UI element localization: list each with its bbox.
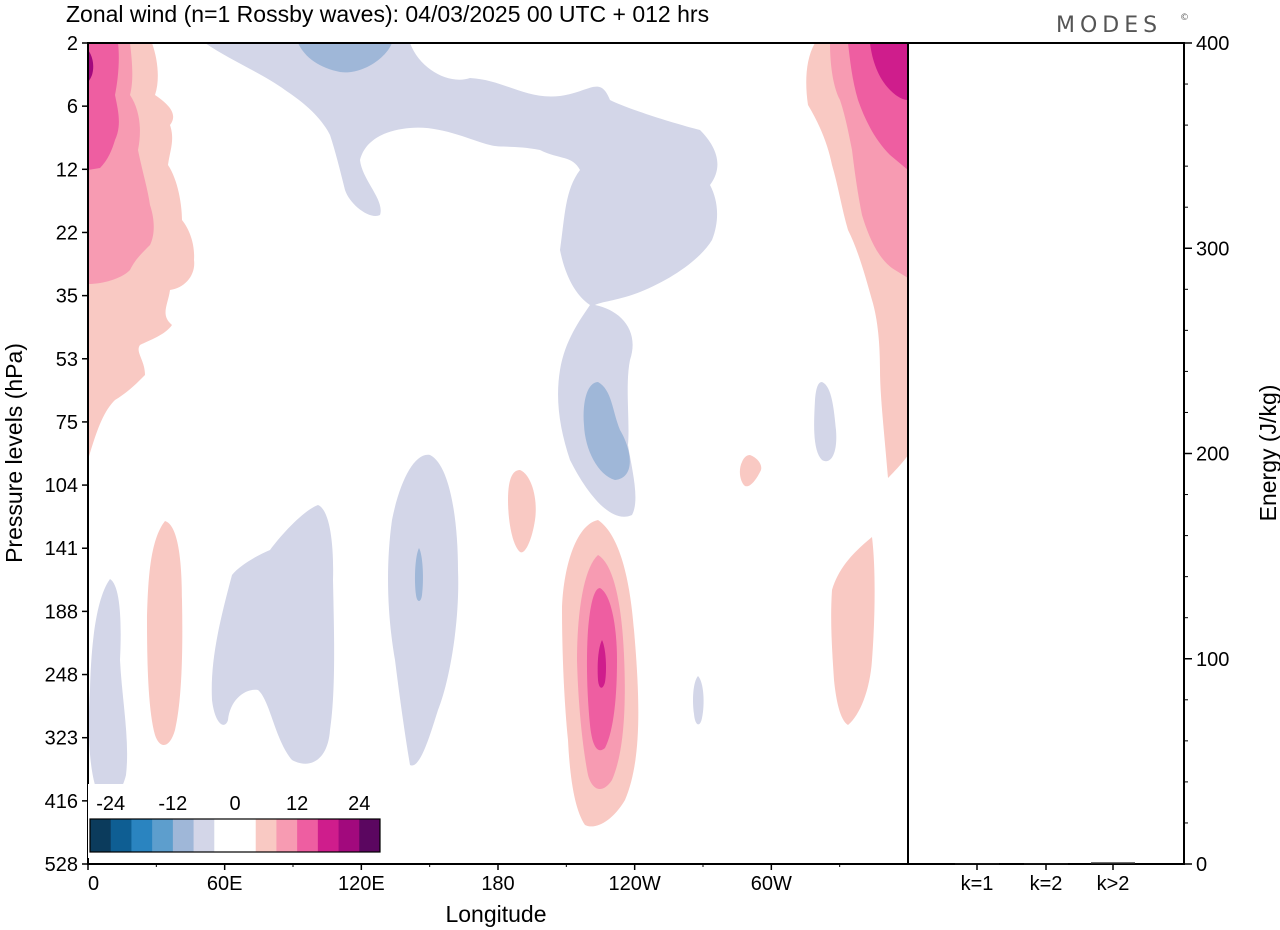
energy-bar	[955, 863, 999, 865]
energy-category-label: k=1	[961, 873, 994, 895]
contour-pos-tropo-60w-small	[739, 455, 762, 487]
contour-neg-central-core	[583, 382, 630, 480]
contour-neg-east-small	[814, 382, 837, 462]
y-axis-title: Pressure levels (hPa)	[1, 343, 27, 563]
x-tick-label: 0	[88, 873, 99, 895]
energy-tick-label: 100	[1196, 649, 1229, 671]
colorbar-swatch	[276, 819, 298, 852]
x-tick-label: 120W	[609, 873, 661, 895]
contour-pos-tropo-east	[831, 537, 875, 725]
y-tick-label: 188	[45, 601, 78, 623]
contour-pos-west-strong	[88, 43, 119, 170]
energy-bar	[1091, 862, 1135, 864]
contour-pos-tropo-30e	[147, 521, 183, 746]
energy-axis-title: Energy (J/kg)	[1255, 385, 1280, 522]
colorbar-label: 24	[348, 793, 370, 815]
y-tick-label: 104	[45, 475, 78, 497]
colorbar-swatch	[193, 819, 215, 852]
colorbar-swatch	[214, 819, 236, 852]
y-tick-label: 528	[45, 854, 78, 876]
colorbar-swatch	[131, 819, 153, 852]
contour-field	[88, 43, 908, 827]
colorbar-label: 12	[286, 793, 308, 815]
colorbar-label: -12	[158, 793, 187, 815]
colorbar-swatch	[152, 819, 174, 852]
y-tick-label: 75	[56, 412, 78, 434]
y-tick-label: 35	[56, 286, 78, 308]
x-tick-label: 120E	[338, 873, 385, 895]
x-tick-label: 180	[481, 873, 514, 895]
colorbar-swatch	[297, 819, 319, 852]
contour-neg-west-column	[88, 579, 128, 798]
contour-neg-60e-blob	[211, 505, 335, 764]
colorbar-swatch	[317, 819, 340, 852]
energy-bar	[1024, 863, 1068, 865]
energy-category-label: k=2	[1030, 873, 1063, 895]
x-axis-ticks: 0 60E 120E 180 120W 60W	[87, 864, 841, 895]
y-tick-label: 416	[45, 791, 78, 813]
y-tick-label: 53	[56, 349, 78, 371]
y-tick-label: 12	[56, 159, 78, 181]
contour-neg-small-120w	[693, 676, 704, 725]
x-tick-label: 60W	[751, 873, 792, 895]
contour-pos-jet-deep	[597, 640, 606, 688]
y-tick-label: 2	[67, 33, 78, 55]
colorbar-swatch	[255, 819, 277, 852]
contour-pos-tropo-180	[508, 470, 536, 553]
energy-tick-label: 200	[1196, 444, 1229, 466]
colorbar-swatch	[172, 819, 195, 852]
contour-pos-west-deep	[88, 50, 94, 82]
x-axis-title: Longitude	[445, 901, 546, 927]
y-tick-label: 6	[67, 96, 78, 118]
colorbar-label: 0	[229, 793, 240, 815]
brand-copyright-mark: ©	[1180, 13, 1189, 23]
y-tick-label: 141	[45, 538, 78, 560]
brand-logo-text: MODES	[1056, 13, 1162, 38]
colorbar-legend: -24 -12 0 12 24	[88, 784, 382, 858]
chart-title: Zonal wind (n=1 Rossby waves): 04/03/202…	[66, 1, 709, 27]
y-tick-label: 22	[56, 222, 78, 244]
y-tick-label: 323	[45, 728, 78, 750]
energy-tick-label: 400	[1196, 33, 1229, 55]
energy-axis-ticks: 0 100 200 300 400	[1184, 33, 1229, 876]
y-tick-label: 248	[45, 665, 78, 687]
contour-neg-120e-blob	[388, 454, 459, 766]
colorbar-swatch	[110, 819, 132, 852]
contour-neg-upper-core	[298, 43, 392, 73]
energy-category-label: k>2	[1097, 873, 1130, 895]
contour-neg-upper-band	[205, 43, 718, 517]
contour-pos-east-deep	[870, 43, 908, 100]
colorbar-swatch	[359, 819, 381, 852]
colorbar-swatch	[90, 819, 112, 852]
x-tick-label: 60E	[207, 873, 243, 895]
colorbar-border	[89, 818, 381, 853]
energy-bars: k=1 k=2 k>2	[955, 862, 1135, 895]
energy-tick-label: 300	[1196, 238, 1229, 260]
colorbar-swatch	[338, 819, 360, 852]
contour-neg-120e-core	[415, 548, 423, 601]
y-axis-ticks: 2 6 12 22 35 53 75 104 141 188 248 323 416 528	[45, 33, 88, 876]
energy-tick-label: 0	[1196, 854, 1207, 876]
colorbar-label: -24	[96, 793, 125, 815]
colorbar-swatch	[235, 819, 257, 852]
